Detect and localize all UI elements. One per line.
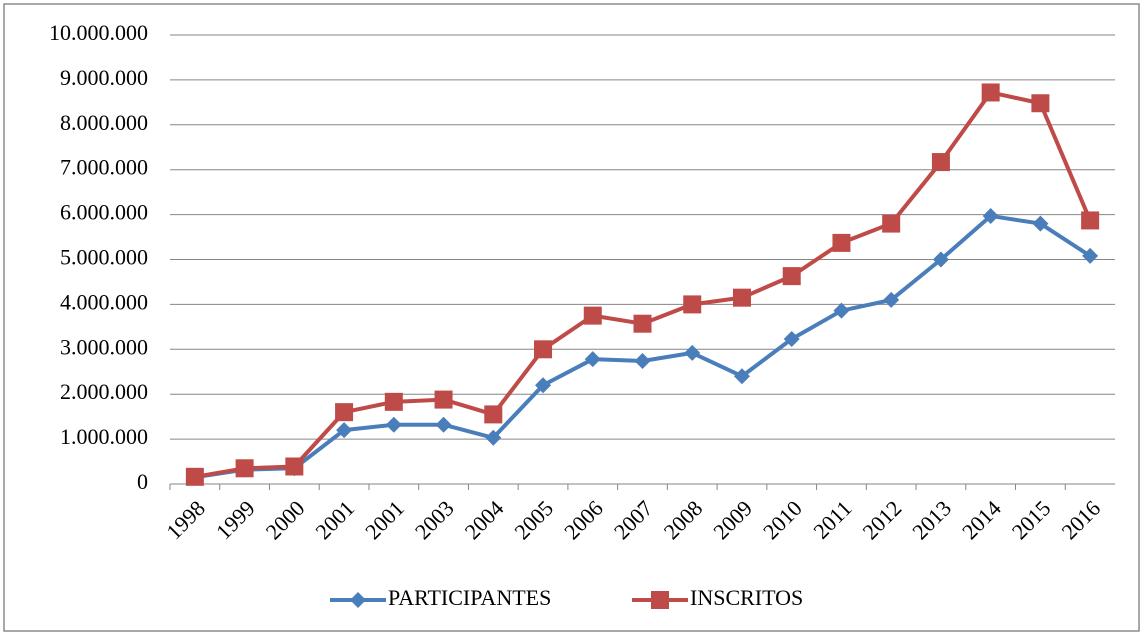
marker bbox=[733, 368, 750, 385]
marker bbox=[882, 214, 901, 233]
marker bbox=[484, 405, 503, 424]
marker bbox=[584, 351, 601, 368]
marker bbox=[285, 457, 304, 476]
marker bbox=[832, 233, 851, 252]
y-tick-label: 0 bbox=[137, 469, 148, 494]
y-tick-label: 6.000.000 bbox=[60, 200, 148, 225]
marker bbox=[534, 340, 553, 359]
y-tick-label: 9.000.000 bbox=[60, 65, 148, 90]
marker bbox=[485, 429, 502, 446]
marker bbox=[982, 207, 999, 224]
marker bbox=[384, 392, 403, 411]
marker bbox=[350, 592, 366, 608]
marker bbox=[651, 591, 669, 609]
y-tick-label: 1.000.000 bbox=[60, 424, 148, 449]
marker bbox=[535, 377, 552, 394]
marker bbox=[833, 302, 850, 319]
marker bbox=[434, 390, 453, 409]
marker bbox=[633, 314, 652, 333]
y-tick-label: 4.000.000 bbox=[60, 289, 148, 314]
marker bbox=[435, 416, 452, 433]
y-tick-label: 7.000.000 bbox=[60, 155, 148, 180]
marker bbox=[185, 467, 204, 486]
chart-frame bbox=[3, 3, 1140, 632]
marker bbox=[782, 267, 801, 286]
y-tick-label: 3.000.000 bbox=[60, 334, 148, 359]
marker bbox=[385, 416, 402, 433]
marker bbox=[732, 288, 751, 307]
marker bbox=[684, 344, 701, 361]
marker bbox=[1081, 211, 1100, 230]
marker bbox=[981, 83, 1000, 102]
marker bbox=[932, 251, 949, 268]
marker bbox=[1082, 247, 1099, 264]
marker bbox=[1032, 215, 1049, 232]
marker bbox=[783, 330, 800, 347]
y-tick-label: 5.000.000 bbox=[60, 245, 148, 270]
y-tick-label: 2.000.000 bbox=[60, 379, 148, 404]
marker bbox=[335, 403, 354, 422]
y-tick-label: 8.000.000 bbox=[60, 110, 148, 135]
legend-label: INSCRITOS bbox=[690, 585, 803, 610]
marker bbox=[931, 153, 950, 172]
marker bbox=[1031, 94, 1050, 113]
legend-label: PARTICIPANTES bbox=[388, 585, 551, 610]
marker bbox=[583, 306, 602, 325]
marker bbox=[883, 291, 900, 308]
y-tick-label: 10.000.000 bbox=[49, 20, 148, 45]
marker bbox=[235, 459, 254, 478]
marker bbox=[336, 422, 353, 439]
marker bbox=[634, 352, 651, 369]
marker bbox=[683, 295, 702, 314]
